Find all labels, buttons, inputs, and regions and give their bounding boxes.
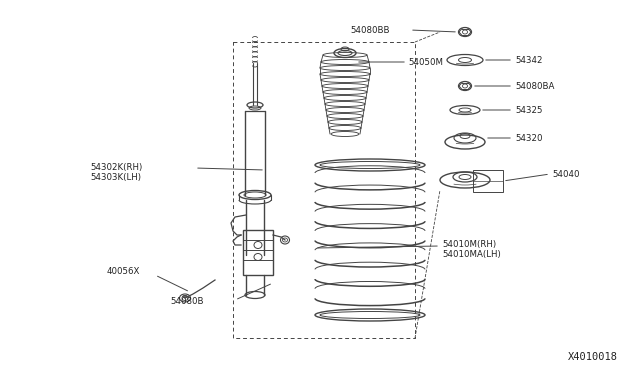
Bar	[243, 230, 273, 275]
Text: 54050M: 54050M	[408, 58, 443, 67]
Text: 54325: 54325	[515, 106, 543, 115]
Text: 54080B: 54080B	[170, 296, 204, 305]
Text: 40056X: 40056X	[107, 267, 140, 276]
Bar	[473, 170, 503, 192]
Text: 54302K(RH)
54303K(LH): 54302K(RH) 54303K(LH)	[90, 163, 142, 182]
Text: 54080BA: 54080BA	[515, 81, 554, 90]
Text: 54080BB: 54080BB	[350, 26, 390, 35]
Text: 54040: 54040	[552, 170, 579, 179]
Text: 54010M(RH)
54010MA(LH): 54010M(RH) 54010MA(LH)	[442, 240, 500, 259]
Text: 54342: 54342	[515, 55, 543, 64]
Text: 54320: 54320	[515, 134, 543, 142]
Text: X4010018: X4010018	[568, 352, 618, 362]
